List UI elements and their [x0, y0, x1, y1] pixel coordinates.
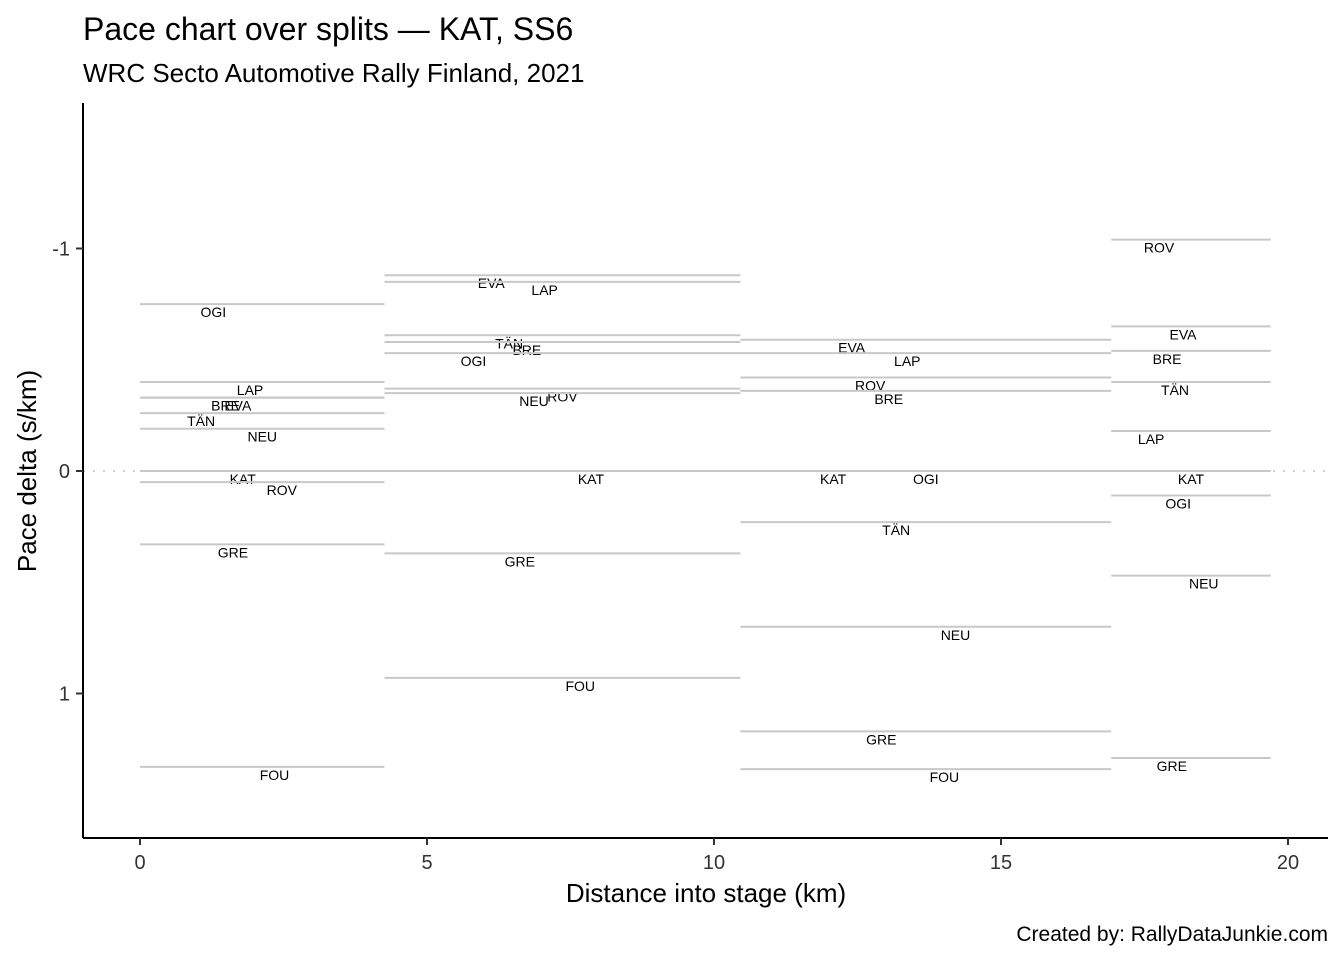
driver-label-kat: KAT: [1178, 471, 1205, 487]
driver-label-eva: EVA: [838, 340, 866, 356]
driver-label-ogi: OGI: [913, 471, 939, 487]
driver-label-bre: BRE: [874, 391, 903, 407]
driver-label-eva: EVA: [224, 398, 252, 414]
driver-label-kat: KAT: [578, 471, 605, 487]
driver-label-neu: NEU: [519, 393, 549, 409]
driver-label-eva: EVA: [478, 275, 506, 291]
chart-subtitle: WRC Secto Automotive Rally Finland, 2021: [83, 58, 584, 88]
driver-label-neu: NEU: [941, 627, 971, 643]
driver-label-fou: FOU: [260, 767, 290, 783]
driver-label-bre: BRE: [1153, 351, 1182, 367]
driver-label-lap: LAP: [894, 353, 920, 369]
driver-label-tän: TÄN: [1161, 382, 1189, 398]
driver-label-gre: GRE: [866, 731, 896, 747]
driver-label-tän: TÄN: [187, 413, 215, 429]
y-ticks: -1 0 1: [52, 239, 83, 706]
x-tick-label: 15: [990, 852, 1012, 874]
driver-label-ogi: OGI: [1165, 495, 1191, 511]
driver-label-lap: LAP: [531, 282, 557, 298]
driver-label-kat: KAT: [820, 471, 847, 487]
y-tick-label: 0: [59, 461, 70, 483]
split-4: ROV EVA BRE TÄN LAP KAT OGI NEU GRE: [1111, 238, 1271, 774]
driver-label-gre: GRE: [505, 553, 535, 569]
driver-label-bre: BRE: [512, 342, 541, 358]
x-axis-title: Distance into stage (km): [566, 878, 846, 908]
driver-label-tän: TÄN: [495, 335, 523, 351]
driver-label-eva: EVA: [1170, 326, 1198, 342]
driver-label-gre: GRE: [1157, 758, 1187, 774]
y-tick-label: 1: [59, 684, 70, 706]
y-tick-label: -1: [52, 239, 70, 261]
driver-label-neu: NEU: [247, 429, 277, 445]
driver-label-tän: TÄN: [882, 522, 910, 538]
driver-label-rov: ROV: [1144, 240, 1175, 256]
driver-label-neu: NEU: [1189, 576, 1219, 592]
axes: 0 5 10 15 20 -1 0 1: [52, 103, 1328, 874]
x-tick-label: 0: [134, 852, 145, 874]
driver-label-rov: ROV: [855, 378, 886, 394]
driver-label-rov: ROV: [267, 482, 298, 498]
driver-label-gre: GRE: [218, 544, 248, 560]
driver-label-fou: FOU: [930, 769, 960, 785]
x-tick-label: 10: [703, 852, 725, 874]
x-tick-label: 20: [1277, 852, 1299, 874]
x-tick-label: 5: [421, 852, 432, 874]
driver-label-lap: LAP: [237, 382, 263, 398]
y-axis-title: Pace delta (s/km): [12, 370, 42, 572]
driver-label-ogi: OGI: [461, 353, 487, 369]
driver-label-kat: KAT: [230, 471, 257, 487]
driver-label-bre: BRE: [211, 398, 240, 414]
driver-label-ogi: OGI: [201, 304, 227, 320]
x-ticks: 0 5 10 15 20: [134, 838, 1299, 874]
driver-label-rov: ROV: [547, 389, 578, 405]
chart-title: Pace chart over splits — KAT, SS6: [83, 11, 573, 47]
driver-label-fou: FOU: [565, 678, 595, 694]
driver-label-lap: LAP: [1138, 431, 1164, 447]
chart-caption: Created by: RallyDataJunkie.com: [1016, 923, 1328, 946]
